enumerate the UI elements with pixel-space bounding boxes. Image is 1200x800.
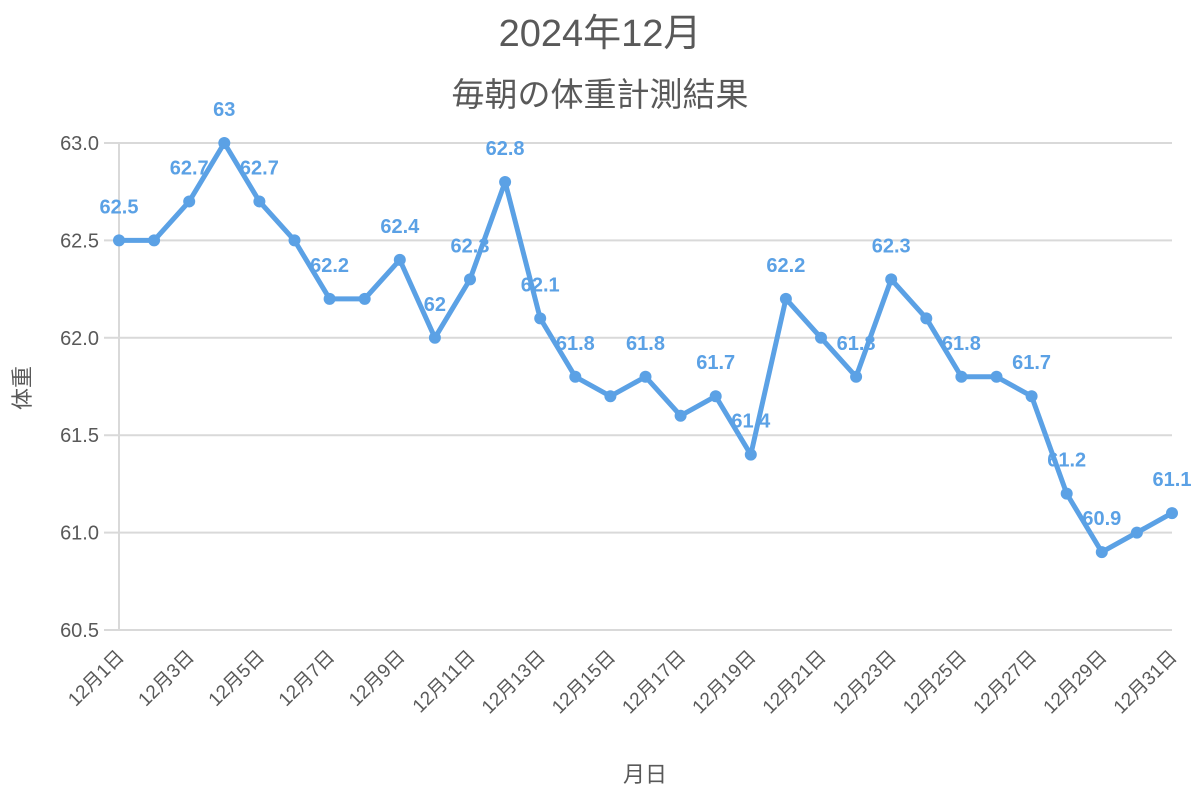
data-point[interactable] [253, 195, 266, 208]
data-point[interactable] [1166, 507, 1178, 520]
y-tick-label: 62.5 [60, 230, 99, 252]
x-tick-label: 12月25日 [899, 647, 971, 719]
x-axis-title: 月日 [623, 762, 667, 787]
data-point[interactable] [113, 234, 125, 247]
y-tick-label: 60.5 [60, 620, 99, 642]
data-point[interactable] [464, 273, 476, 286]
data-point[interactable] [639, 370, 652, 383]
data-point[interactable] [674, 409, 687, 422]
data-point[interactable] [1025, 390, 1038, 403]
data-label: 61.7 [1012, 352, 1051, 374]
data-point[interactable] [358, 292, 371, 305]
x-tick-label: 12月29日 [1040, 647, 1112, 719]
data-label: 62 [424, 294, 446, 316]
data-label: 62.3 [872, 235, 911, 257]
x-tick-label: 12月27日 [970, 647, 1042, 719]
data-point[interactable] [850, 370, 863, 383]
data-point[interactable] [534, 312, 547, 325]
x-tick-label: 12月3日 [135, 647, 199, 711]
data-label: 62.7 [170, 157, 209, 179]
x-tick-label: 12月1日 [64, 647, 128, 711]
data-label: 62.1 [521, 274, 560, 296]
data-point[interactable] [428, 331, 441, 344]
data-label: 62.5 [100, 196, 139, 218]
data-point[interactable] [744, 448, 757, 461]
x-tick-label: 12月13日 [478, 647, 550, 719]
data-point[interactable] [604, 390, 617, 403]
data-point[interactable] [148, 234, 161, 247]
data-point[interactable] [183, 195, 196, 208]
data-point[interactable] [709, 390, 722, 403]
y-tick-label: 61.5 [60, 425, 99, 447]
data-point[interactable] [1060, 487, 1073, 500]
data-label: 61.8 [556, 333, 595, 355]
data-label: 62.3 [451, 235, 490, 257]
chart-title: 2024年12月 [498, 13, 702, 55]
data-label: 61.7 [696, 352, 735, 374]
x-tick-label: 12月21日 [759, 647, 831, 719]
data-label: 61.4 [731, 411, 771, 433]
data-point[interactable] [1130, 526, 1143, 539]
x-tick-label: 12月5日 [205, 647, 269, 711]
x-tick-label: 12月23日 [829, 647, 901, 719]
x-tick-label: 12月31日 [1110, 647, 1182, 719]
data-label: 62.4 [380, 216, 420, 238]
y-tick-label: 62.0 [60, 328, 99, 350]
x-tick-label: 12月15日 [548, 647, 620, 719]
x-tick-label: 12月9日 [345, 647, 409, 711]
chart-subtitle: 毎朝の体重計測結果 [451, 76, 749, 113]
x-tick-label: 12月19日 [689, 647, 761, 719]
data-point[interactable] [569, 370, 582, 383]
x-tick-label: 12月11日 [409, 647, 480, 718]
data-label: 63 [213, 99, 235, 121]
data-label: 61.8 [837, 333, 876, 355]
data-label: 61.8 [626, 333, 665, 355]
data-point[interactable] [393, 253, 406, 266]
x-tick-label: 12月17日 [619, 647, 691, 719]
data-point[interactable] [323, 292, 336, 305]
y-tick-label: 63.0 [60, 133, 99, 155]
data-point[interactable] [815, 331, 827, 344]
data-point[interactable] [288, 234, 301, 247]
data-label: 61.8 [942, 333, 981, 355]
data-point[interactable] [779, 292, 792, 305]
data-label: 62.8 [486, 138, 525, 160]
data-label: 61.1 [1153, 469, 1192, 491]
y-tick-label: 61.0 [60, 523, 99, 545]
data-label: 60.9 [1082, 508, 1121, 530]
data-point[interactable] [218, 137, 231, 149]
data-label: 62.2 [310, 255, 349, 277]
y-axis-title: 体重 [10, 366, 35, 410]
data-point[interactable] [920, 312, 933, 325]
data-point[interactable] [499, 175, 512, 188]
data-point[interactable] [955, 370, 968, 383]
data-point[interactable] [1095, 546, 1108, 559]
data-point[interactable] [885, 273, 898, 286]
data-label: 62.2 [766, 255, 805, 277]
data-point[interactable] [990, 370, 1003, 383]
data-label: 61.2 [1047, 450, 1086, 472]
data-label: 62.7 [240, 157, 279, 179]
x-tick-label: 12月7日 [275, 647, 339, 711]
